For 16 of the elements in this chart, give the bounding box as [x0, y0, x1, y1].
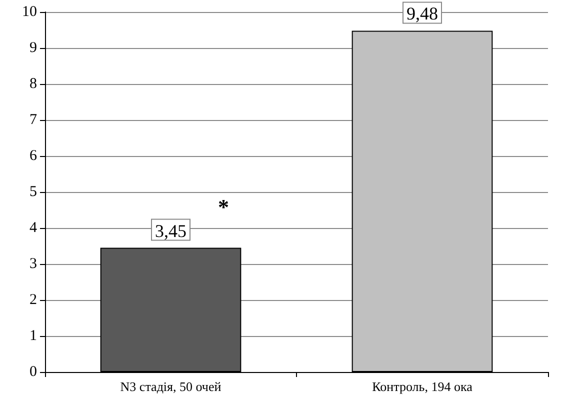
x-tick-label: N3 стадія, 50 очей — [120, 379, 222, 394]
y-tick-label: 9 — [30, 40, 37, 56]
annotation: * — [218, 194, 229, 220]
y-tick-label: 8 — [30, 76, 37, 92]
y-tick-label: 4 — [30, 220, 38, 236]
y-tick-label: 5 — [30, 184, 37, 200]
data-label: 3,45 — [155, 220, 186, 241]
x-tick-label: Контроль, 194 ока — [372, 379, 473, 394]
y-tick-label: 3 — [30, 256, 37, 272]
y-tick-label: 2 — [30, 292, 37, 308]
data-label: 9,48 — [406, 4, 438, 24]
y-tick-label: 7 — [30, 112, 38, 128]
y-tick-label: 1 — [30, 328, 37, 344]
y-tick-label: 0 — [30, 364, 37, 380]
y-tick-label: 6 — [30, 148, 38, 164]
y-tick-label: 10 — [22, 4, 37, 20]
